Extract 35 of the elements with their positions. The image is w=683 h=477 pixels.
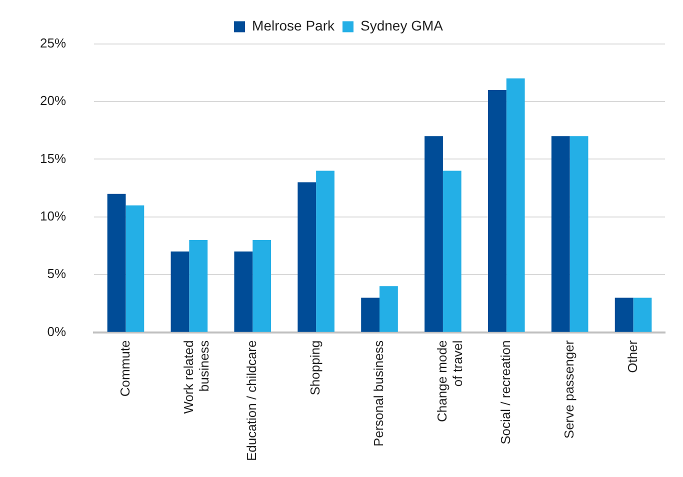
x-tick-label: Change mode of travel <box>434 340 466 422</box>
x-tick-label: Personal business <box>371 340 386 447</box>
bar <box>488 90 506 332</box>
y-tick-label: 10% <box>40 208 66 224</box>
bar <box>361 298 380 332</box>
bar <box>424 136 443 332</box>
bar <box>170 252 190 332</box>
y-tick-label: 15% <box>40 150 66 166</box>
bar <box>126 205 144 332</box>
bar <box>252 240 272 332</box>
bar <box>189 240 208 332</box>
bar <box>316 170 334 332</box>
y-tick-label: 0% <box>47 324 66 339</box>
y-tick-label: 20% <box>40 93 66 108</box>
x-tick-label: Social / recreation <box>498 340 513 444</box>
bar <box>380 286 398 332</box>
x-tick-label: Work related business <box>180 340 212 414</box>
bar <box>234 252 253 332</box>
bar <box>614 298 634 332</box>
x-tick-label: Serve passenger <box>561 340 576 439</box>
x-tick-label: Shopping <box>308 340 323 396</box>
bar <box>506 78 525 332</box>
bar <box>551 136 570 332</box>
bar <box>633 298 652 332</box>
bar <box>442 170 462 332</box>
x-tick-label: Education / childcare <box>244 340 260 462</box>
bar <box>107 194 126 332</box>
y-tick-label: 5% <box>47 266 66 282</box>
bar <box>570 136 588 332</box>
x-tick-label: Commute <box>117 340 132 397</box>
bar <box>298 182 316 332</box>
y-tick-label: 25% <box>40 35 66 50</box>
x-tick-label: Other <box>624 340 640 373</box>
legend-label: Melrose Park <box>252 18 336 34</box>
legend-label: Sydney GMA <box>360 18 444 34</box>
